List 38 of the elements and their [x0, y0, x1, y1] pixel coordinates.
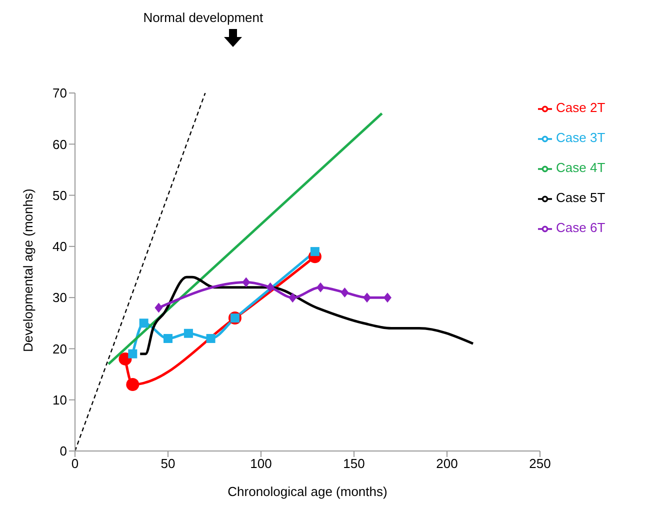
y-tick-label: 0	[60, 444, 67, 459]
y-tick-label: 20	[52, 341, 67, 356]
x-tick-label: 50	[160, 456, 176, 472]
point	[316, 282, 325, 292]
y-tick-label: 40	[52, 239, 67, 254]
y-tick-label: 10	[52, 392, 67, 408]
point	[154, 302, 163, 313]
legend-label: Case 2T	[556, 100, 606, 115]
x-axis-title: Chronological age (months)	[228, 484, 388, 499]
point	[340, 287, 349, 298]
legend-label: Case 4T	[556, 160, 606, 175]
text: Normal development	[143, 10, 264, 25]
y-tick-label: 50	[52, 188, 67, 203]
point	[383, 292, 392, 303]
legend-label: Case 5T	[556, 190, 606, 205]
x-tick-label: 100	[250, 456, 272, 472]
y-tick-label: 60	[52, 136, 67, 152]
y-tick-label: 30	[52, 290, 67, 306]
x-tick-label: 0	[71, 456, 79, 472]
point	[266, 282, 274, 292]
y-tick-label: 70	[52, 86, 67, 101]
point	[128, 349, 138, 358]
line-series	[138, 276, 474, 356]
point	[288, 292, 297, 303]
point	[310, 247, 320, 256]
legend-label: Case 3T	[556, 130, 606, 145]
y-axis-title: Developmental age (monhs)	[20, 188, 36, 352]
x-tick-label: 150	[343, 456, 365, 472]
point	[126, 378, 140, 392]
point	[184, 328, 193, 338]
point	[363, 292, 372, 303]
legend-label: Case 6T	[556, 220, 606, 235]
point	[139, 318, 148, 328]
x-tick-label: 250	[529, 456, 551, 472]
point	[206, 334, 216, 343]
x-tick-label: 200	[436, 456, 458, 472]
point	[164, 334, 172, 343]
point	[242, 277, 250, 288]
